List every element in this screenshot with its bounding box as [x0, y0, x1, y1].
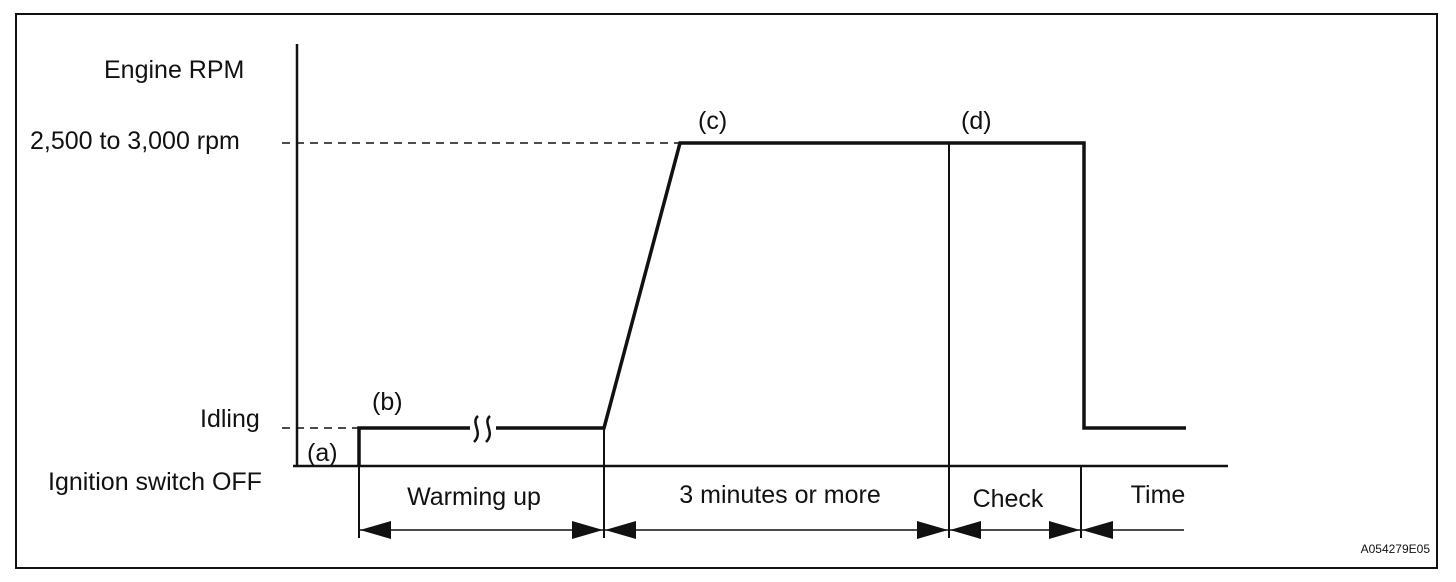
time-break-icon: [470, 415, 496, 443]
step-b-label: (b): [372, 388, 403, 416]
arrow-hold-left: [605, 521, 636, 539]
phase-warmup-label: Warming up: [407, 483, 541, 511]
arrow-warmup-left: [360, 521, 391, 539]
arrow-check-right: [1049, 521, 1080, 539]
arrow-warmup-right: [572, 521, 603, 539]
figure-code: A054279E05: [1361, 542, 1431, 556]
step-c-label: (c): [698, 107, 727, 135]
arrow-time-left: [1082, 521, 1113, 539]
off-level-label: Ignition switch OFF: [48, 468, 262, 496]
diagram-frame: [15, 13, 1438, 569]
idle-level-label: Idling: [200, 405, 260, 433]
arrow-hold-right: [917, 521, 948, 539]
time-axis-label: Time: [1131, 481, 1186, 509]
duration-arrowheads: [360, 521, 1113, 539]
y-axis-title: Engine RPM: [104, 56, 244, 84]
rpm-level-label: 2,500 to 3,000 rpm: [30, 127, 240, 155]
arrow-check-left: [950, 521, 981, 539]
phase-hold-label: 3 minutes or more: [679, 481, 880, 509]
step-d-label: (d): [961, 107, 992, 135]
rpm-profile-line: [357, 141, 1186, 466]
phase-check-label: Check: [973, 485, 1044, 513]
step-a-label: (a): [307, 439, 338, 467]
